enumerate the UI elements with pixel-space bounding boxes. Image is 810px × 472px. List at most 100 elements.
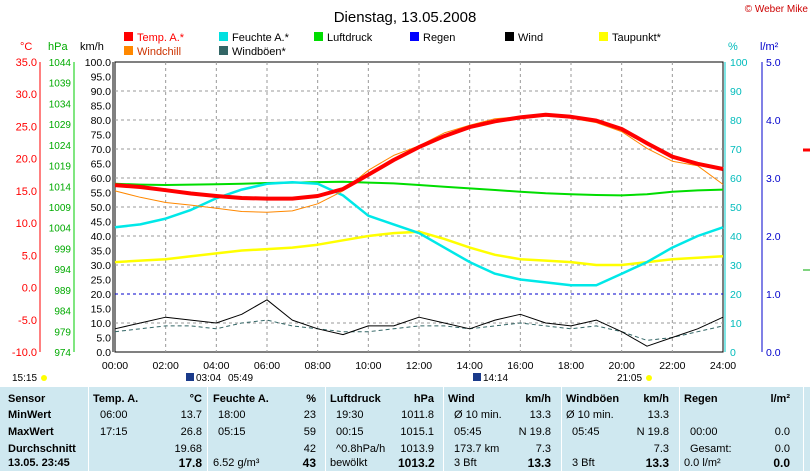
row-label-min: MinWert [8, 409, 52, 421]
table-column-divider [88, 387, 89, 471]
press-unit: hPa [48, 41, 68, 53]
header-temp: Temp. A. [93, 393, 139, 405]
avg-temp-val: 19.68 [174, 443, 202, 455]
rain-tick-label: 1.0 [766, 289, 781, 301]
max-temp-time: 17:15 [100, 426, 128, 438]
min-wind-time: Ø 10 min. [454, 409, 502, 421]
legend: Temp. A.* Feuchte A.* Luftdruck Regen Wind Ta… [124, 32, 662, 58]
temp-unit: °C [20, 41, 32, 53]
wind-tick-label: 75.0 [91, 130, 112, 142]
series-line-luftdruck [114, 180, 724, 197]
series-line-temp-a [114, 112, 724, 201]
legend-label: Taupunkt* [612, 32, 662, 44]
avg-wind-val: 7.3 [535, 443, 551, 455]
series-line-windb-en [114, 319, 724, 341]
table-column-divider [679, 387, 680, 471]
time-tick-label: 12:00 [406, 360, 432, 372]
max-wind-dir: N 19.8 [518, 426, 551, 438]
series-line-wind [114, 299, 724, 347]
legend-swatch [219, 32, 228, 41]
hum-tick-label: 90 [730, 86, 742, 98]
wind-tick-label: 95.0 [91, 72, 112, 84]
weather-chart: 35.0 30.0 25.0 20.0 15.0 10.0 5.0 0.0 -5.0 -10.0 1… [12, 4, 810, 384]
row-label-max: MaxWert [8, 426, 54, 438]
left-time-label: 15:15 [12, 373, 37, 384]
temp-tick-label: -5.0 [18, 315, 37, 327]
hum-tick-label: 0 [730, 347, 736, 359]
cur-wind-bft: 3 Bft [454, 457, 477, 469]
max-wind-time: 05:45 [454, 426, 482, 438]
legend-swatch [219, 46, 228, 55]
legend-label: Regen [423, 32, 455, 44]
header-rain: Regen [684, 393, 718, 405]
hum-tick-label: 30 [730, 260, 742, 272]
min-hum-val: 23 [303, 409, 316, 421]
legend-label: Temp. A.* [137, 32, 185, 44]
legend-label: Wind [518, 32, 543, 44]
time-tick-label: 04:00 [203, 360, 229, 372]
max-press-time: 00:15 [336, 426, 364, 438]
table-column-divider [803, 387, 804, 471]
min-wind-val: 13.3 [529, 409, 551, 421]
sunrise-icon [186, 373, 194, 381]
time-tick-label: 02:00 [153, 360, 179, 372]
copyright: © Weber Mike [745, 4, 809, 15]
avg-rain-val: 0.0 [774, 443, 790, 455]
header-hum-unit: % [306, 393, 316, 405]
press-tick-label: 1039 [49, 79, 72, 90]
header-hum: Feuchte A. [213, 393, 269, 405]
cur-wind-val: 13.3 [527, 456, 551, 470]
press-tick-label: 994 [54, 265, 71, 276]
legend-swatch [410, 32, 419, 41]
cur-hum-val: 43 [302, 456, 316, 470]
legend-label: Feuchte A.* [232, 32, 290, 44]
wind-tick-label: 30.0 [91, 260, 112, 272]
cur-gust-val: 13.3 [645, 456, 669, 470]
series-line-feuchte-a [114, 181, 724, 287]
time-tick-label: 08:00 [305, 360, 331, 372]
max-temp-val: 26.8 [180, 426, 202, 438]
midday-icon [473, 373, 481, 381]
legend-label: Windchill [137, 46, 181, 58]
header-sensor: Sensor [8, 393, 46, 405]
hum-tick-label: 70 [730, 144, 742, 156]
wind-tick-label: 60.0 [91, 173, 112, 185]
min-temp-time: 06:00 [100, 409, 128, 421]
min-gust-val: 13.3 [647, 409, 669, 421]
avg-gust-val: 7.3 [653, 443, 669, 455]
press-tick-label: 1014 [49, 182, 72, 193]
min-gust-time: Ø 10 min. [566, 409, 614, 421]
legend-label: Windböen* [232, 46, 287, 58]
wind-tick-label: 80.0 [91, 115, 112, 127]
header-press: Luftdruck [330, 393, 381, 405]
press-tick-label: 999 [54, 244, 71, 255]
row-label-current: 13.05. 23:45 [8, 457, 70, 469]
wind-tick-label: 65.0 [91, 159, 112, 171]
legend-swatch [314, 32, 323, 41]
press-tick-label: 1044 [49, 58, 72, 69]
table-row: MaxWert 17:15 26.8 05:15 59 00:15 1015.1 05:45 N… [0, 424, 810, 441]
header-rain-unit: l/m² [770, 393, 790, 405]
wind-tick-label: 10.0 [91, 318, 112, 330]
temp-tick-label: 15.0 [16, 186, 37, 198]
temp-tick-label: 5.0 [22, 250, 37, 262]
stats-table: Sensor Temp. A. °C Feuchte A.% Luftdruck hPa W… [0, 387, 810, 471]
hum-tick-label: 60 [730, 173, 742, 185]
cur-gust-bft: 3 Bft [572, 457, 595, 469]
row-label-avg: Durchschnitt [8, 443, 76, 455]
avg-hum-val: 42 [303, 443, 316, 455]
max-press-val: 1015.1 [400, 426, 434, 438]
cur-hum-abs: 6.52 g/m³ [213, 457, 260, 469]
temp-tick-label: 10.0 [16, 218, 37, 230]
press-tick-label: 1009 [49, 203, 72, 214]
time-tick-label: 18:00 [558, 360, 584, 372]
wind-tick-label: 90.0 [91, 86, 112, 98]
hum-tick-label: 10 [730, 318, 742, 330]
time-tick-label: 24:00 [710, 360, 736, 372]
time-tick-label: 14:00 [457, 360, 483, 372]
max-rain-time: 00:00 [690, 426, 718, 438]
rain-tick-label: 0.0 [766, 347, 781, 359]
legend-label: Luftdruck [327, 32, 373, 44]
sunrise-time: 03:04 [196, 373, 221, 384]
hum-tick-label: 20 [730, 289, 742, 301]
